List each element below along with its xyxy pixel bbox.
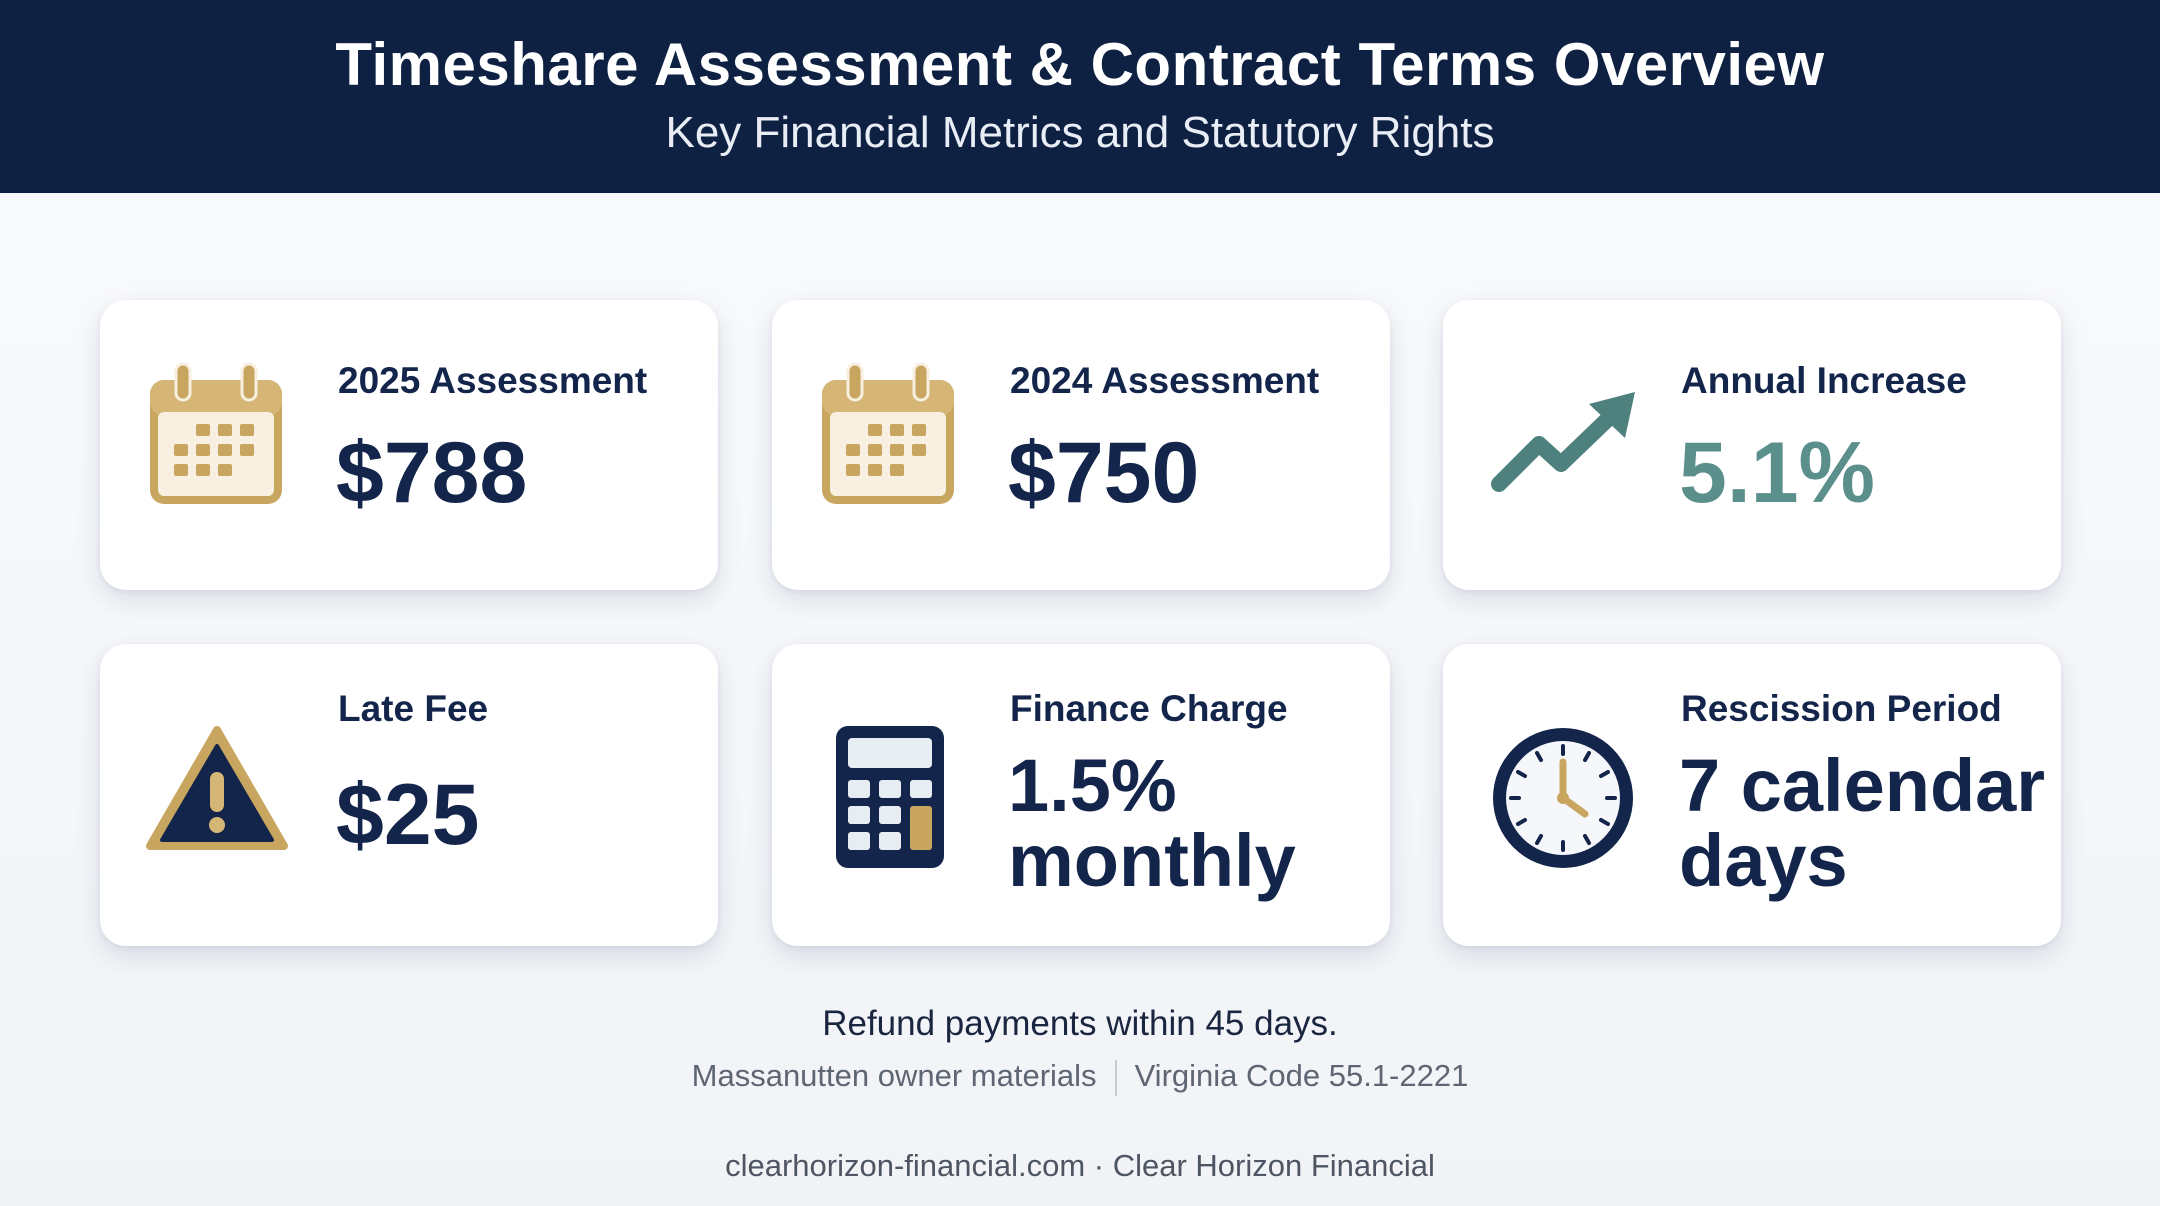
header-banner: Timeshare Assessment & Contract Terms Ov… [0,0,2160,193]
warning-icon [146,712,288,859]
card-rescission-period: Rescission Period 7 calendar days [1443,644,2061,946]
card-2024-assessment: 2024 Assessment $750 [772,300,1390,590]
card-label: Annual Increase [1681,360,1967,401]
card-label: Rescission Period [1681,688,2002,729]
card-value: $750 [1008,425,1200,521]
calculator-icon [834,712,946,875]
site-credit: clearhorizon-financial.com · Clear Horiz… [725,1148,1435,1183]
card-value: $788 [336,425,528,521]
card-late-fee: Late Fee $25 [100,644,718,946]
card-value: 5.1% [1679,425,1876,521]
card-label: Finance Charge [1010,688,1288,729]
card-label: Late Fee [338,688,489,729]
card-value: $25 [336,767,480,863]
page-subtitle: Key Financial Metrics and Statutory Righ… [665,108,1495,157]
sources-line: Massanutten owner materials Virginia Code… [0,1058,2160,1096]
clock-icon [1489,712,1637,877]
source-divider [1114,1059,1117,1096]
card-2025-assessment: 2025 Assessment $788 [100,300,718,590]
source-owner-materials: Massanutten owner materials [691,1058,1097,1093]
page-title: Timeshare Assessment & Contract Terms Ov… [335,31,1825,98]
refund-note: Refund payments within 45 days. [822,1004,1338,1043]
card-label: 2024 Assessment [1010,360,1320,401]
card-value: 7 calendar days [1679,744,2046,903]
card-annual-increase: Annual Increase 5.1% [1443,300,2061,590]
calendar-icon [146,362,286,517]
trend-up-icon [1489,362,1639,505]
source-virginia-code: Virginia Code 55.1-2221 [1134,1058,1469,1093]
calendar-icon [818,362,958,517]
card-value: 1.5% monthly [1008,744,1296,903]
card-finance-charge: Finance Charge 1.5% monthly [772,644,1390,946]
card-label: 2025 Assessment [338,360,648,401]
